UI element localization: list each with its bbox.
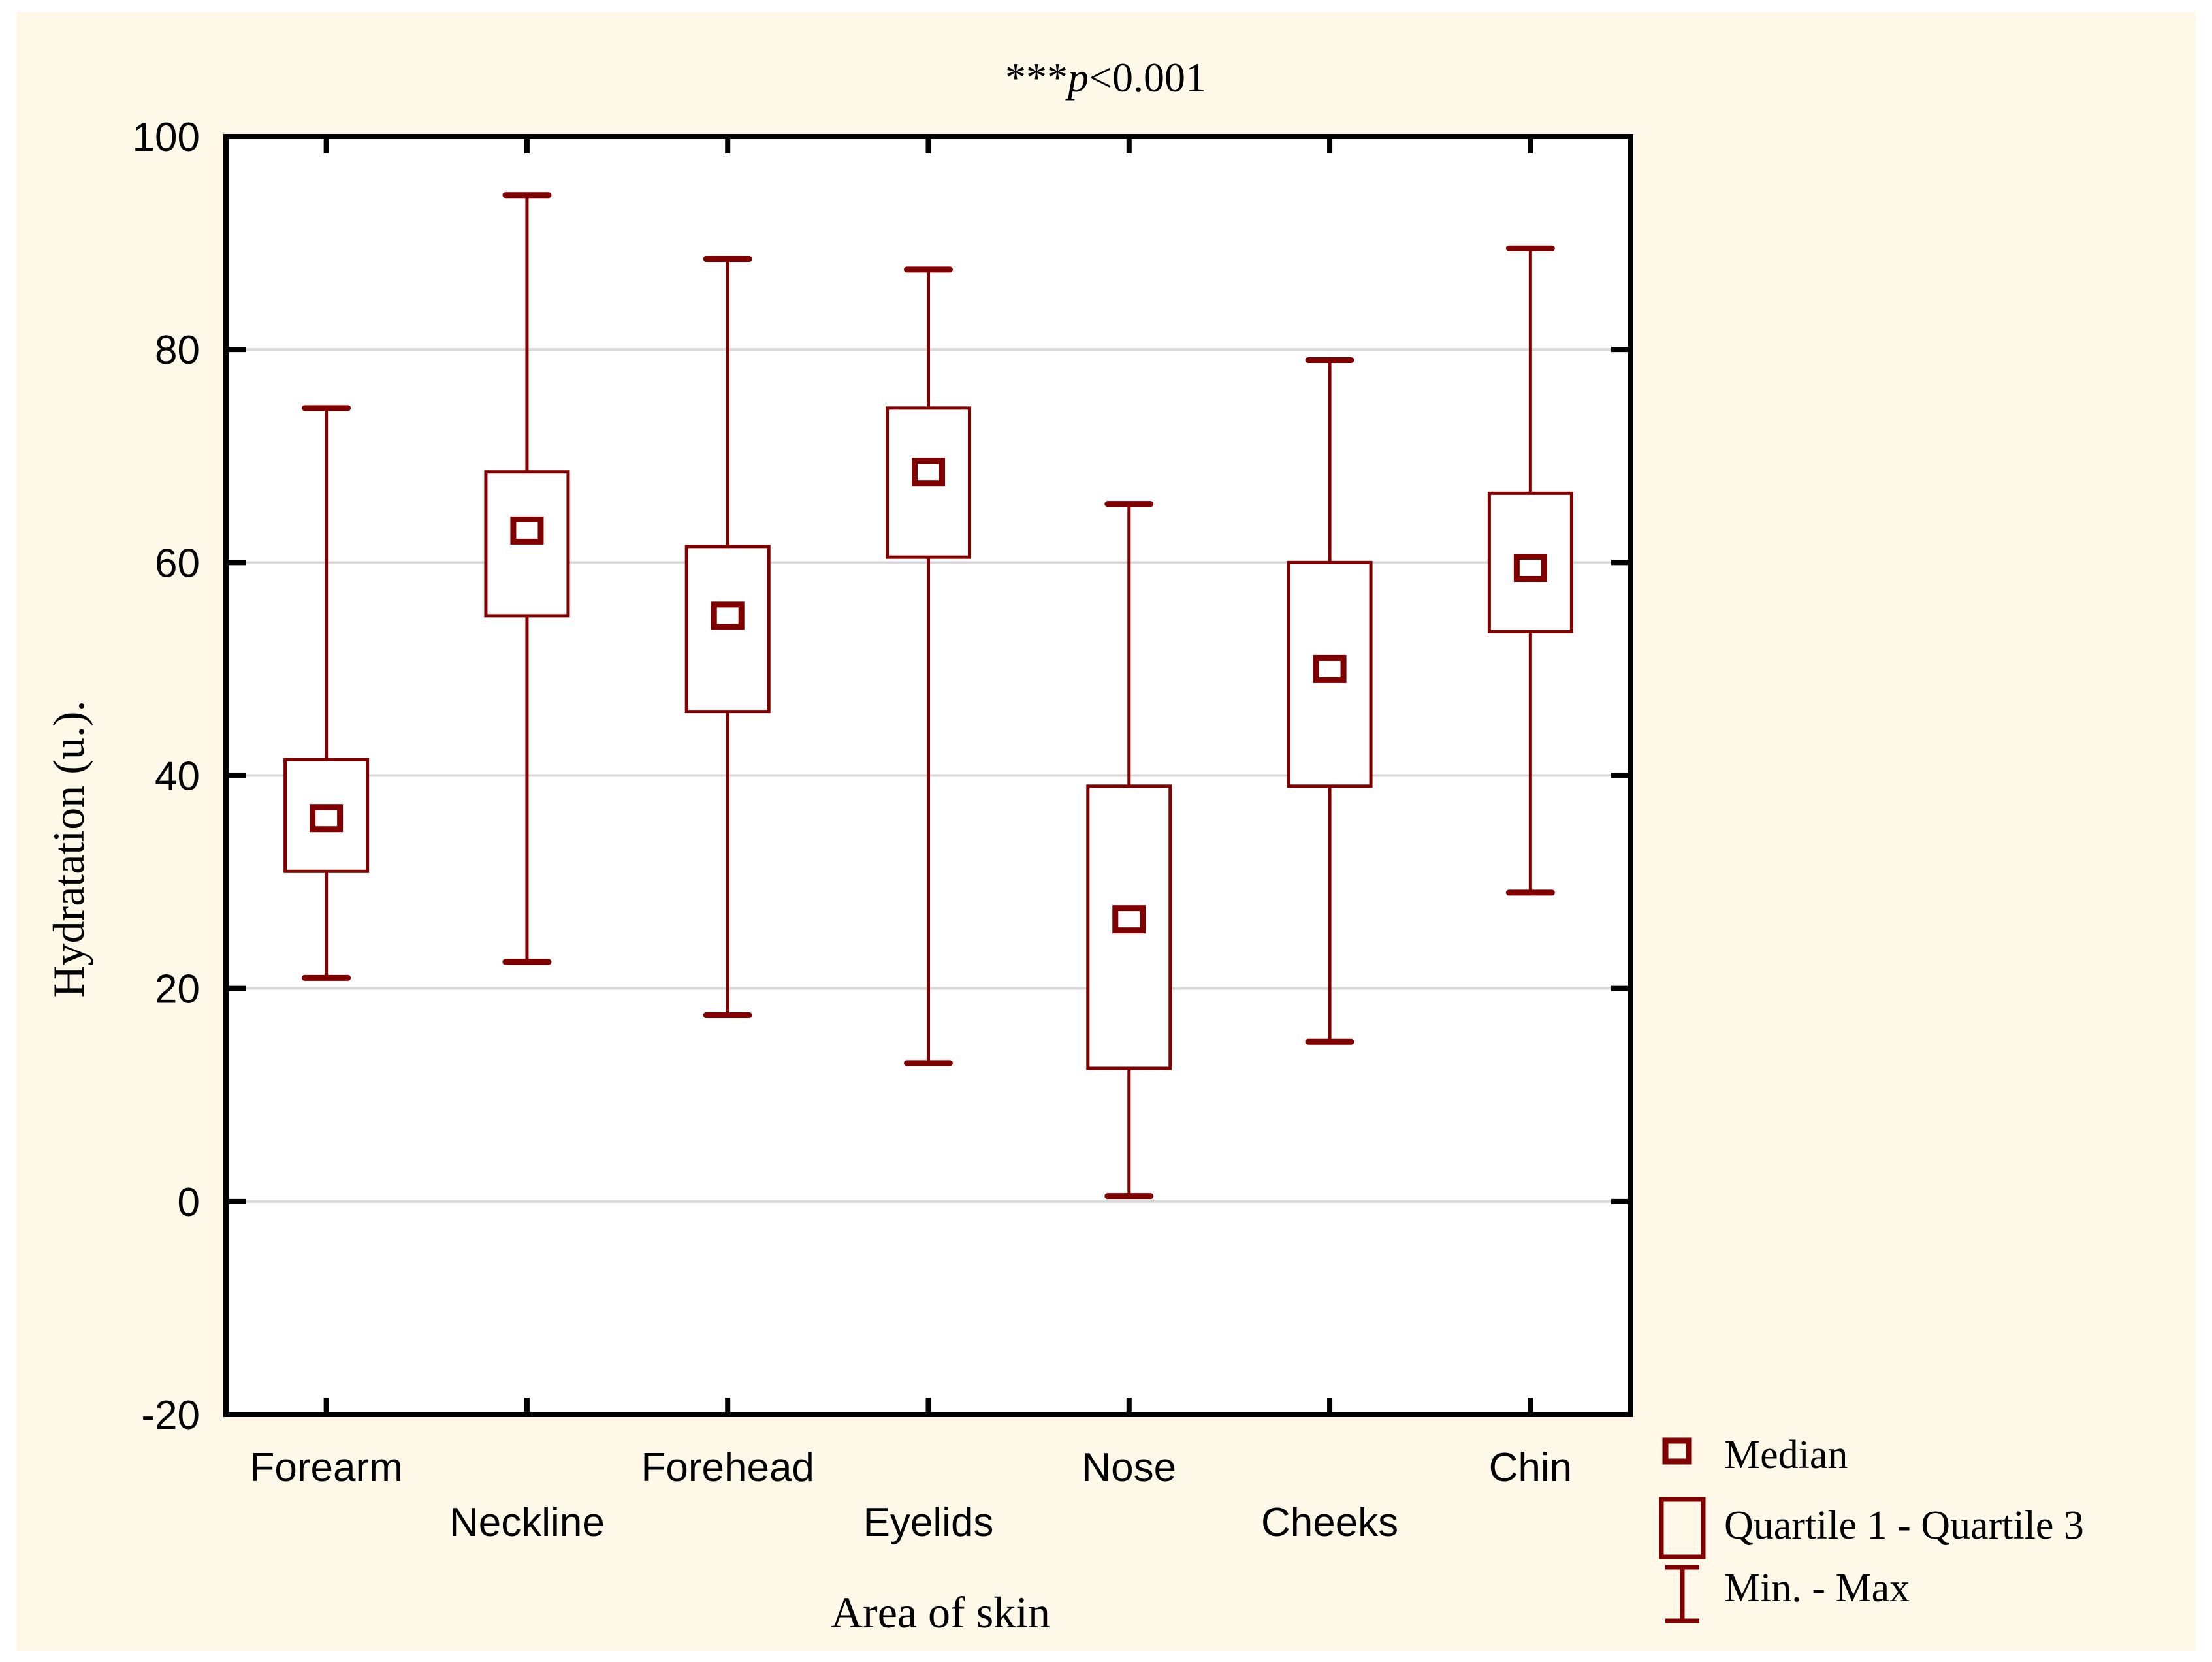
median-marker <box>1313 654 1347 683</box>
legend: Median Quartile 1 - Quartile 3 Min. - Ma… <box>1659 1433 2084 1623</box>
y-tick-label--20: -20 <box>141 1393 200 1438</box>
median-marker <box>310 804 344 833</box>
quartile-box <box>1287 560 1373 788</box>
median-marker <box>1513 553 1547 582</box>
min-max-whisker-icon <box>1665 1565 1699 1623</box>
x-category-label-nose: Nose <box>1082 1445 1176 1490</box>
legend-label-median: Median <box>1724 1433 1848 1477</box>
axis-ticks <box>226 136 1631 1414</box>
legend-label-quartiles: Quartile 1 - Quartile 3 <box>1724 1503 2084 1548</box>
y-tick-label-60: 60 <box>155 541 200 586</box>
y-tick-label-40: 40 <box>155 754 200 799</box>
quartile-box <box>283 758 370 873</box>
box-cheeks <box>1287 357 1373 1045</box>
chart-title-rest: <0.001 <box>1089 54 1206 101</box>
median-marker <box>711 601 745 630</box>
chart-title-pvar: p <box>1065 54 1089 101</box>
x-axis-title: Area of skin <box>831 1588 1050 1637</box>
median-square-icon <box>1662 1437 1692 1465</box>
x-category-label-forearm: Forearm <box>250 1445 403 1490</box>
median-marker <box>912 458 945 487</box>
x-category-label-chin: Chin <box>1489 1445 1573 1490</box>
box-eyelids <box>886 266 971 1066</box>
x-category-label-neckline: Neckline <box>449 1500 605 1545</box>
y-tick-labels: -20 0 20 40 60 80 100 <box>133 115 200 1438</box>
y-axis-title: Hydratation (u.). <box>44 700 93 997</box>
box-chin <box>1487 245 1573 896</box>
chart-title: ***p<0.001 <box>1005 54 1206 101</box>
box-forehead <box>684 256 771 1018</box>
x-category-label-cheeks: Cheeks <box>1261 1500 1398 1545</box>
x-category-label-forehead: Forehead <box>641 1445 814 1490</box>
chart-title-stars: *** <box>1005 54 1068 101</box>
x-category-labels: Forearm Neckline Forehead Eyelids Nose Cheeks… <box>250 1445 1573 1545</box>
box-neckline <box>484 192 570 965</box>
quartile-box <box>1086 784 1172 1070</box>
boxplot-series <box>283 192 1573 1200</box>
y-tick-label-100: 100 <box>133 115 200 160</box>
x-category-label-eyelids: Eyelids <box>863 1500 994 1545</box>
quartile-box-icon <box>1659 1497 1706 1559</box>
box-nose <box>1086 501 1172 1200</box>
y-tick-label-80: 80 <box>155 328 200 373</box>
legend-label-minmax: Min. - Max <box>1724 1566 1910 1610</box>
y-tick-label-20: 20 <box>155 967 200 1012</box>
median-marker <box>1112 905 1146 934</box>
box-forearm <box>283 405 370 981</box>
y-tick-label-0: 0 <box>178 1180 200 1225</box>
median-marker <box>510 516 544 545</box>
quartile-box <box>1487 491 1573 633</box>
